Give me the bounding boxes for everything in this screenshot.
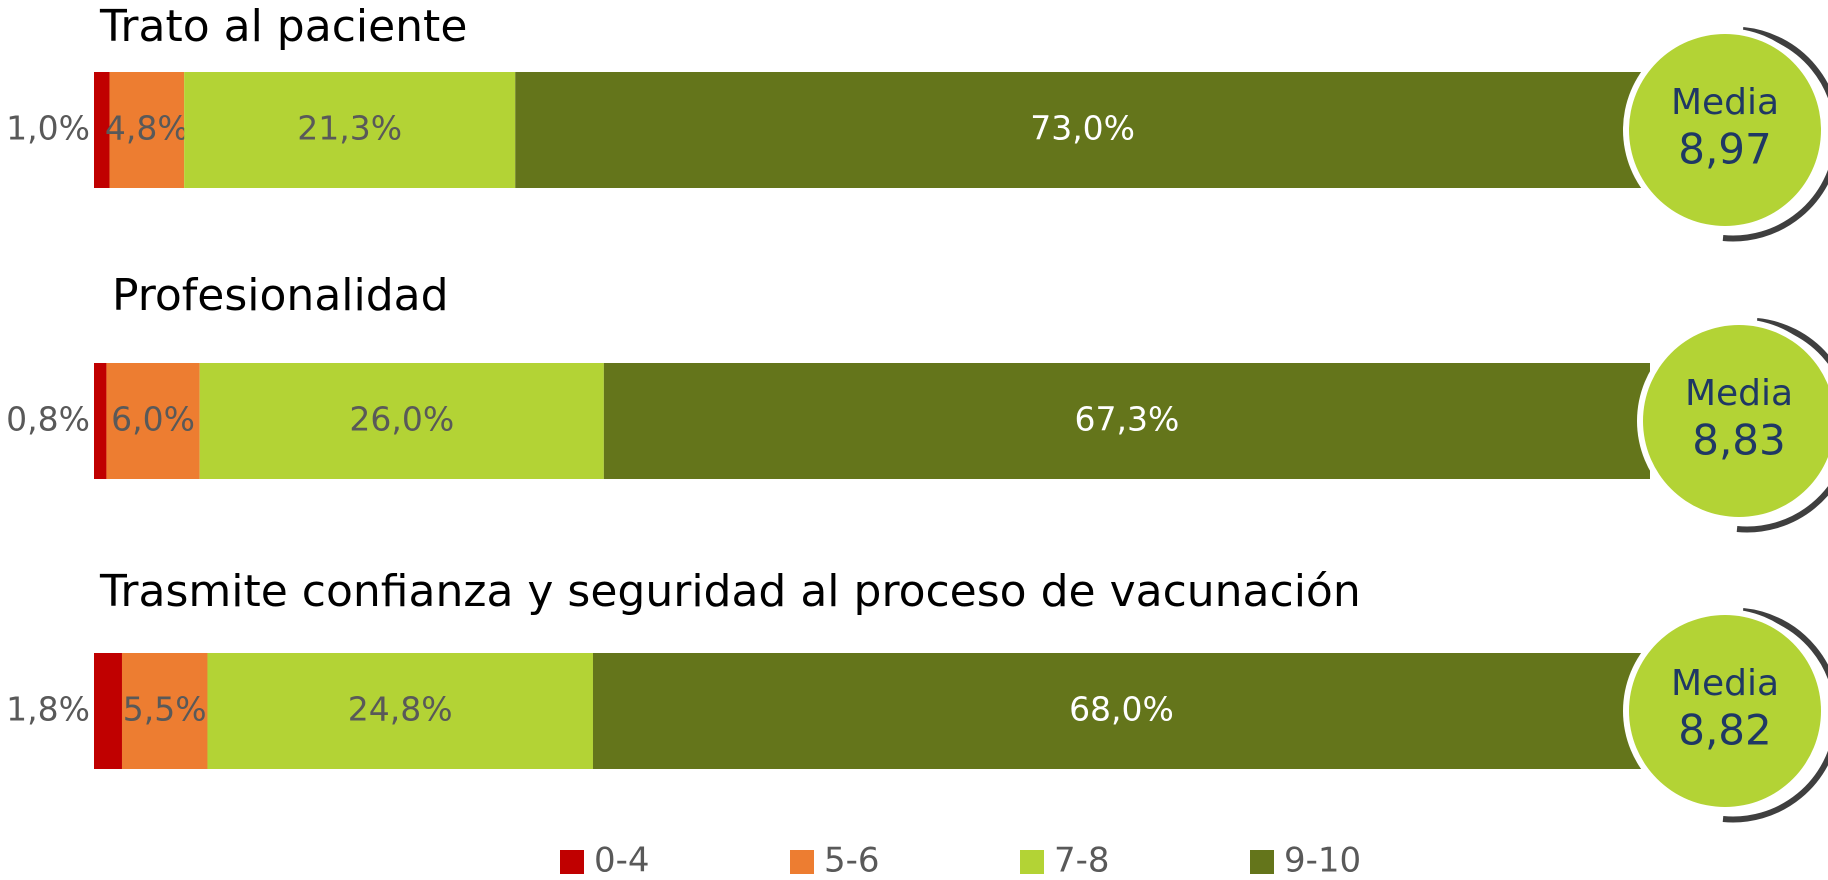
mean-title: Media — [1685, 373, 1793, 414]
legend-label: 7-8 — [1054, 841, 1110, 880]
data-label: 21,3% — [297, 109, 402, 148]
data-label: 68,0% — [1069, 690, 1174, 729]
bar-segment — [603, 363, 1650, 479]
data-label: 0,8% — [6, 400, 90, 439]
mean-value: 8,97 — [1678, 125, 1772, 174]
mean-title: Media — [1671, 663, 1779, 704]
bar-segment — [94, 72, 110, 188]
bar-segment — [592, 653, 1650, 769]
mean-value: 8,83 — [1692, 416, 1786, 465]
legend-swatch — [1250, 850, 1274, 874]
legend-label: 5-6 — [824, 841, 880, 880]
data-label: 5,5% — [123, 690, 207, 729]
bar-segment — [94, 653, 122, 769]
data-label: 4,8% — [105, 109, 189, 148]
data-label: 6,0% — [111, 400, 195, 439]
legend-swatch — [790, 850, 814, 874]
data-label: 1,8% — [6, 690, 90, 729]
bar-segment — [121, 653, 208, 769]
legend-swatch — [560, 850, 584, 874]
legend-label: 0-4 — [594, 841, 650, 880]
data-label: 24,8% — [348, 690, 453, 729]
data-label: 26,0% — [349, 400, 454, 439]
bar-segment — [109, 72, 185, 188]
mean-circle — [1629, 615, 1821, 807]
data-label: 73,0% — [1030, 109, 1135, 148]
mean-title: Media — [1671, 82, 1779, 123]
data-label: 1,0% — [6, 109, 90, 148]
bar-segment — [184, 72, 516, 188]
bar-segment — [207, 653, 593, 769]
bar-segment — [199, 363, 604, 479]
mean-circle — [1643, 325, 1828, 517]
mean-circle — [1629, 34, 1821, 226]
data-label: 67,3% — [1075, 400, 1180, 439]
circle-shadow — [1736, 318, 1828, 533]
mean-value: 8,82 — [1678, 706, 1772, 755]
circle-shadow — [1722, 608, 1828, 823]
bar-title: Profesionalidad — [112, 270, 449, 321]
bar-segment — [106, 363, 200, 479]
legend-swatch — [1020, 850, 1044, 874]
bar-title: Trato al paciente — [99, 1, 467, 52]
circle-shadow — [1722, 27, 1828, 242]
bar-title: Trasmite confianza y seguridad al proces… — [99, 566, 1361, 617]
bar-segment — [94, 363, 107, 479]
legend-label: 9-10 — [1284, 841, 1361, 880]
bar-segment — [515, 72, 1650, 188]
